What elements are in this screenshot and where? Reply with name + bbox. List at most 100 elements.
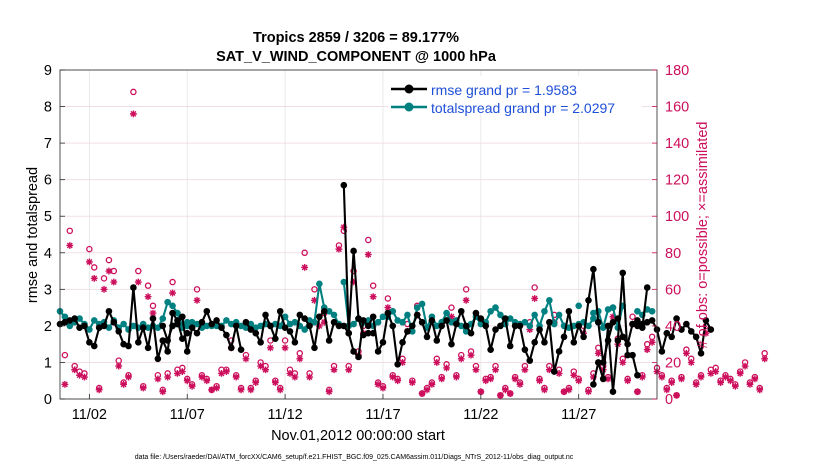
obs-assimilated-point: [560, 388, 568, 396]
rmse-point: [624, 351, 631, 359]
rmse-point: [550, 368, 558, 375]
legend-box: [388, 76, 642, 114]
totalspread-point: [413, 304, 421, 311]
totalspread-point: [546, 297, 553, 304]
obs-possible-point: [448, 304, 455, 311]
obs-assimilated-point: [487, 375, 495, 383]
rmse-point: [213, 317, 220, 324]
rmse-point: [272, 335, 279, 342]
obs-possible-point: [135, 267, 142, 275]
rmse-point: [154, 355, 162, 363]
y-axis-left-label: rmse and totalspread: [25, 167, 41, 303]
obs-assimilated-point: [634, 388, 641, 396]
rmse-point: [296, 311, 304, 319]
rmse-point: [374, 348, 382, 355]
totalspread-point: [223, 317, 230, 324]
obs-assimilated-point: [174, 370, 181, 377]
rmse-point: [526, 357, 534, 364]
rmse-point: [188, 324, 196, 332]
totalspread-point: [531, 311, 538, 319]
obs-assimilated-point: [95, 386, 103, 394]
obs-assimilated-point: [320, 318, 328, 326]
rmse-point: [619, 269, 627, 277]
rmse-point: [604, 322, 612, 330]
totalspread-point: [174, 309, 181, 317]
obs-assimilated-point: [526, 326, 534, 333]
obs-possible-point: [86, 245, 93, 253]
totalspread-point: [585, 322, 592, 330]
rmse-point: [648, 317, 656, 324]
rmse-point: [585, 297, 592, 304]
rmse-point: [482, 322, 490, 330]
obs-possible-point: [629, 313, 636, 320]
obs-assimilated-point: [232, 373, 240, 381]
rmse-point: [599, 375, 607, 383]
obs-possible-point: [311, 286, 318, 293]
rmse-point: [345, 329, 353, 337]
rmse-point: [330, 318, 338, 326]
rmse-point: [707, 326, 715, 333]
obs-assimilated-point: [369, 293, 377, 301]
rmse-point: [634, 371, 641, 379]
rmse-point: [311, 344, 318, 352]
rmse-point: [619, 333, 627, 341]
rmse-point: [179, 313, 186, 321]
rmse-point: [384, 309, 392, 317]
rmse-point: [394, 360, 401, 368]
x-tick-label: 11/17: [365, 407, 400, 423]
rmse-point: [418, 318, 426, 326]
rmse-point: [609, 318, 617, 326]
rmse-point: [575, 322, 583, 330]
x-tick-label: 11/22: [463, 407, 498, 423]
obs-assimilated-point: [570, 371, 578, 379]
obs-assimilated-point: [394, 377, 402, 385]
rmse-point: [183, 348, 191, 355]
rmse-point: [164, 348, 171, 355]
obs-assimilated-point: [242, 355, 250, 363]
y-right-tick-label: 40: [665, 319, 681, 335]
obs-assimilated-point: [712, 368, 720, 375]
totalspread-point: [350, 320, 357, 328]
y-right-tick-label: 80: [665, 246, 681, 262]
y-right-tick-label: 120: [665, 173, 689, 189]
rmse-point: [541, 339, 548, 346]
rmse-point: [320, 307, 328, 315]
y-right-tick-label: 160: [665, 100, 689, 116]
obs-assimilated-point: [237, 386, 245, 394]
obs-possible-point: [66, 227, 74, 235]
obs-assimilated-point: [433, 359, 441, 366]
obs-assimilated-point: [252, 379, 260, 386]
y-axis-right-ticks: 0 20 40 60 80 100 120 140 160 180: [652, 63, 689, 408]
obs-assimilated-point: [692, 380, 700, 388]
rmse-point: [413, 311, 421, 319]
obs-assimilated-point: [501, 386, 509, 394]
obs-assimilated-point: [218, 370, 225, 377]
rmse-point: [281, 324, 289, 332]
totalspread-point: [634, 307, 641, 315]
obs-assimilated-point: [100, 285, 108, 293]
rmse-point: [409, 322, 416, 330]
rmse-point: [125, 342, 132, 350]
obs-assimilated-point: [575, 377, 583, 385]
obs-assimilated-point: [164, 373, 172, 381]
rmse-point: [364, 322, 372, 330]
y-left-tick-label: 3: [44, 282, 52, 298]
data-file-footer: data file: /Users/raeder/DAI/ATM_forcXX/…: [135, 454, 574, 461]
obs-assimilated-point: [306, 373, 313, 381]
rmse-point: [639, 324, 646, 332]
totalspread-point: [164, 298, 171, 306]
rmse-point: [379, 339, 387, 346]
rmse-point: [149, 315, 157, 322]
rmse-point: [443, 317, 450, 324]
totalspread-point: [291, 318, 299, 326]
obs-assimilated-point: [183, 377, 191, 385]
obs-assimilated-point: [130, 110, 137, 118]
obs-assimilated-point: [134, 278, 142, 286]
totalspread-point: [301, 326, 308, 333]
obs-assimilated-point: [418, 390, 426, 397]
x-axis-ticks: 11/02 11/07 11/12 11/17 11/22 11/27: [72, 394, 596, 423]
totalspread-point: [521, 318, 529, 326]
x-tick-label: 11/12: [267, 407, 302, 423]
totalspread-point: [169, 302, 176, 310]
obs-assimilated-point: [203, 377, 211, 385]
